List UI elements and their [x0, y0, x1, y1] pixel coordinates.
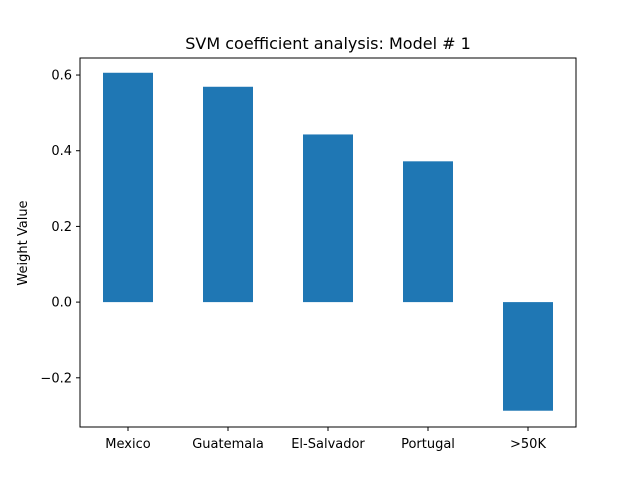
- y-tick-label: 0.4: [51, 144, 72, 159]
- x-axis-ticks: Mexico Guatemala El-Salvador Portugal >50K: [105, 427, 546, 452]
- y-axis-label: Weight Value: [16, 200, 31, 285]
- x-tick-label: Mexico: [105, 437, 150, 452]
- x-tick-label: Guatemala: [192, 437, 264, 452]
- plot-area-frame: [79, 57, 577, 428]
- bars-group: [103, 72, 553, 411]
- y-tick-label: 0.0: [51, 296, 72, 311]
- x-tick-label: >50K: [510, 437, 546, 452]
- x-tick-label: Portugal: [401, 437, 455, 452]
- y-axis-ticks: −0.2 0.0 0.2 0.4 0.6: [40, 69, 80, 386]
- bar-portugal: [403, 161, 453, 303]
- bar-guatemala: [203, 86, 253, 303]
- chart-title: SVM coefficient analysis: Model # 1: [185, 34, 471, 53]
- bar-mexico: [103, 72, 153, 303]
- y-tick-label: 0.2: [51, 220, 72, 235]
- y-tick-label: 0.6: [51, 69, 72, 84]
- x-tick-label: El-Salvador: [291, 437, 365, 452]
- y-tick-label: −0.2: [40, 371, 72, 386]
- bar-el-salvador: [303, 134, 353, 303]
- bar-50k: [503, 302, 553, 411]
